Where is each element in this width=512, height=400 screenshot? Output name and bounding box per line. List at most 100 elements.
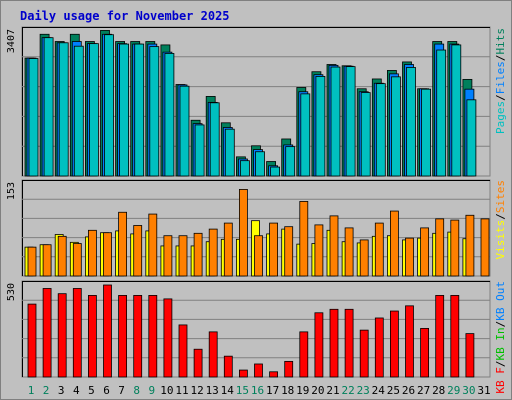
hits-panel-pages-bar bbox=[164, 53, 175, 177]
hits-panel-pages-bar bbox=[89, 43, 99, 177]
hits-panel-pages-bar bbox=[224, 128, 235, 177]
x-axis-day-label: 18 bbox=[281, 384, 294, 397]
visits-panel-sites-bar bbox=[465, 214, 475, 277]
x-axis-day-label: 27 bbox=[417, 384, 430, 397]
hits-panel-pages-bar bbox=[345, 66, 356, 177]
visits-panel-sites-bar bbox=[103, 232, 112, 277]
kbytes-panel-kbf-bar bbox=[299, 331, 309, 378]
legend-kbytes: KB F/KB In/KB Out bbox=[494, 281, 507, 394]
hits-panel-pages-bar bbox=[451, 44, 462, 177]
legend-pages-files-hits-part: / bbox=[494, 94, 507, 101]
legend-pages-files-hits: Pages/Files/Hits bbox=[494, 28, 507, 134]
kbytes-panel-kbf-bar bbox=[163, 298, 173, 378]
x-axis-day-label: 10 bbox=[160, 384, 173, 397]
hits-panel-pages-bar bbox=[315, 76, 326, 177]
kbytes-panel-kbf-bar bbox=[344, 308, 354, 378]
kbytes-panel-kbf-bar bbox=[193, 348, 203, 378]
x-axis-day-label: 13 bbox=[206, 384, 219, 397]
x-axis-day-label: 9 bbox=[148, 384, 155, 397]
visits-panel-sites-bar bbox=[254, 235, 263, 277]
kbytes-panel-kbf-bar bbox=[72, 288, 82, 378]
x-axis-day-label: 16 bbox=[251, 384, 264, 397]
hits-panel-pages-bar bbox=[58, 42, 69, 177]
x-axis-day-label: 21 bbox=[326, 384, 339, 397]
visits-panel-sites-bar bbox=[299, 201, 309, 277]
legend-kbytes-part: KB In bbox=[494, 327, 507, 360]
y-max-label: 153 bbox=[6, 182, 17, 200]
hits-panel-pages-bar bbox=[360, 92, 371, 177]
legend-pages-files-hits-part: Files bbox=[494, 61, 507, 94]
visits-panel-sites-bar bbox=[269, 222, 279, 277]
kbytes-panel-kbf-bar bbox=[269, 371, 279, 378]
visits-panel-sites-bar bbox=[42, 244, 52, 277]
hits-panel-pages-bar bbox=[285, 146, 296, 177]
hits-panel-pages-bar bbox=[406, 67, 416, 177]
hits-panel-pages-bar bbox=[390, 76, 401, 177]
legend-pages-files-hits-part: / bbox=[494, 55, 507, 62]
legend-kbytes-part: / bbox=[494, 361, 507, 368]
kbytes-panel-kbf-bar bbox=[329, 308, 339, 378]
legend-visits-sites-part: Sites bbox=[494, 180, 507, 213]
hits-panel-pages-bar bbox=[73, 45, 84, 177]
kbytes-panel-kbf-bar bbox=[148, 295, 158, 378]
visits-panel-sites-bar bbox=[178, 235, 188, 277]
kbytes-panel-kbf-bar bbox=[178, 324, 188, 378]
legend-visits-sites-part: Visits bbox=[494, 220, 507, 260]
visits-panel-sites-bar bbox=[344, 227, 354, 277]
legend-kbytes-part: KB F bbox=[494, 367, 507, 394]
visits-panel-sites-bar bbox=[238, 189, 248, 277]
x-axis-day-label: 23 bbox=[357, 384, 370, 397]
visits-panel-sites-bar bbox=[57, 235, 67, 277]
visits-panel-sites-bar bbox=[72, 243, 82, 277]
visits-panel-sites-bar bbox=[374, 222, 384, 277]
x-axis-day-label: 28 bbox=[432, 384, 445, 397]
kbytes-panel-kbf-bar bbox=[435, 295, 445, 378]
x-axis-day-label: 24 bbox=[372, 384, 386, 397]
hits-panel-pages-bar bbox=[179, 85, 190, 177]
kbytes-panel-kbf-bar bbox=[133, 295, 143, 378]
kbytes-panel-kbf-bar bbox=[103, 284, 112, 378]
hits-panel-pages-bar bbox=[149, 46, 160, 177]
kbytes-panel-kbf-bar bbox=[389, 310, 399, 378]
x-axis-day-label: 7 bbox=[118, 384, 125, 397]
kbytes-panel-kbf-bar bbox=[42, 288, 52, 378]
kbytes-panel-kbf-bar bbox=[374, 317, 384, 378]
legend-kbytes-part: / bbox=[494, 321, 507, 328]
visits-panel-sites-bar bbox=[389, 210, 399, 277]
hits-panel-pages-bar bbox=[28, 58, 39, 177]
hits-panel-pages-bar bbox=[239, 160, 250, 177]
kbytes-panel-kbf-bar bbox=[284, 360, 294, 378]
graph-title: Daily usage for November 2025 bbox=[20, 9, 230, 23]
x-axis-day-label: 5 bbox=[88, 384, 95, 397]
visits-panel-sites-bar bbox=[359, 239, 369, 277]
kbytes-panel-kbf-bar bbox=[27, 303, 37, 378]
x-axis-day-label: 3 bbox=[58, 384, 65, 397]
x-axis-day-label: 22 bbox=[341, 384, 354, 397]
kbytes-panel-kbf-bar bbox=[405, 305, 414, 378]
kbytes-panel-kbf-bar bbox=[223, 355, 233, 378]
hits-panel-pages-bar bbox=[300, 93, 311, 177]
x-axis-day-label: 8 bbox=[133, 384, 140, 397]
legend-visits-sites: Visits/Sites bbox=[494, 180, 507, 260]
kbytes-panel-kbf-bar bbox=[88, 295, 97, 378]
x-axis-day-label: 17 bbox=[266, 384, 279, 397]
x-axis-day-label: 29 bbox=[447, 384, 460, 397]
visits-panel-sites-bar bbox=[208, 228, 218, 277]
hits-panel-pages-bar bbox=[119, 43, 129, 177]
x-axis-day-label: 15 bbox=[236, 384, 249, 397]
kbytes-panel-kbf-bar bbox=[314, 312, 324, 378]
visits-panel-sites-bar bbox=[435, 218, 445, 277]
legend-pages-files-hits-part: Hits bbox=[494, 28, 507, 55]
x-axis-day-label: 4 bbox=[73, 384, 80, 397]
visits-panel-sites-bar bbox=[329, 215, 339, 277]
visits-panel-sites-bar bbox=[193, 232, 203, 277]
kbytes-panel-kbf-bar bbox=[254, 363, 263, 378]
x-axis-day-label: 19 bbox=[296, 384, 309, 397]
visits-panel-sites-bar bbox=[420, 227, 430, 277]
visits-panel-sites-bar bbox=[314, 224, 324, 277]
x-axis-day-label: 1 bbox=[28, 384, 35, 397]
kbytes-panel-kbf-bar bbox=[118, 295, 127, 378]
x-axis-day-label: 26 bbox=[402, 384, 415, 397]
kbytes-panel-kbf-bar bbox=[57, 293, 67, 378]
